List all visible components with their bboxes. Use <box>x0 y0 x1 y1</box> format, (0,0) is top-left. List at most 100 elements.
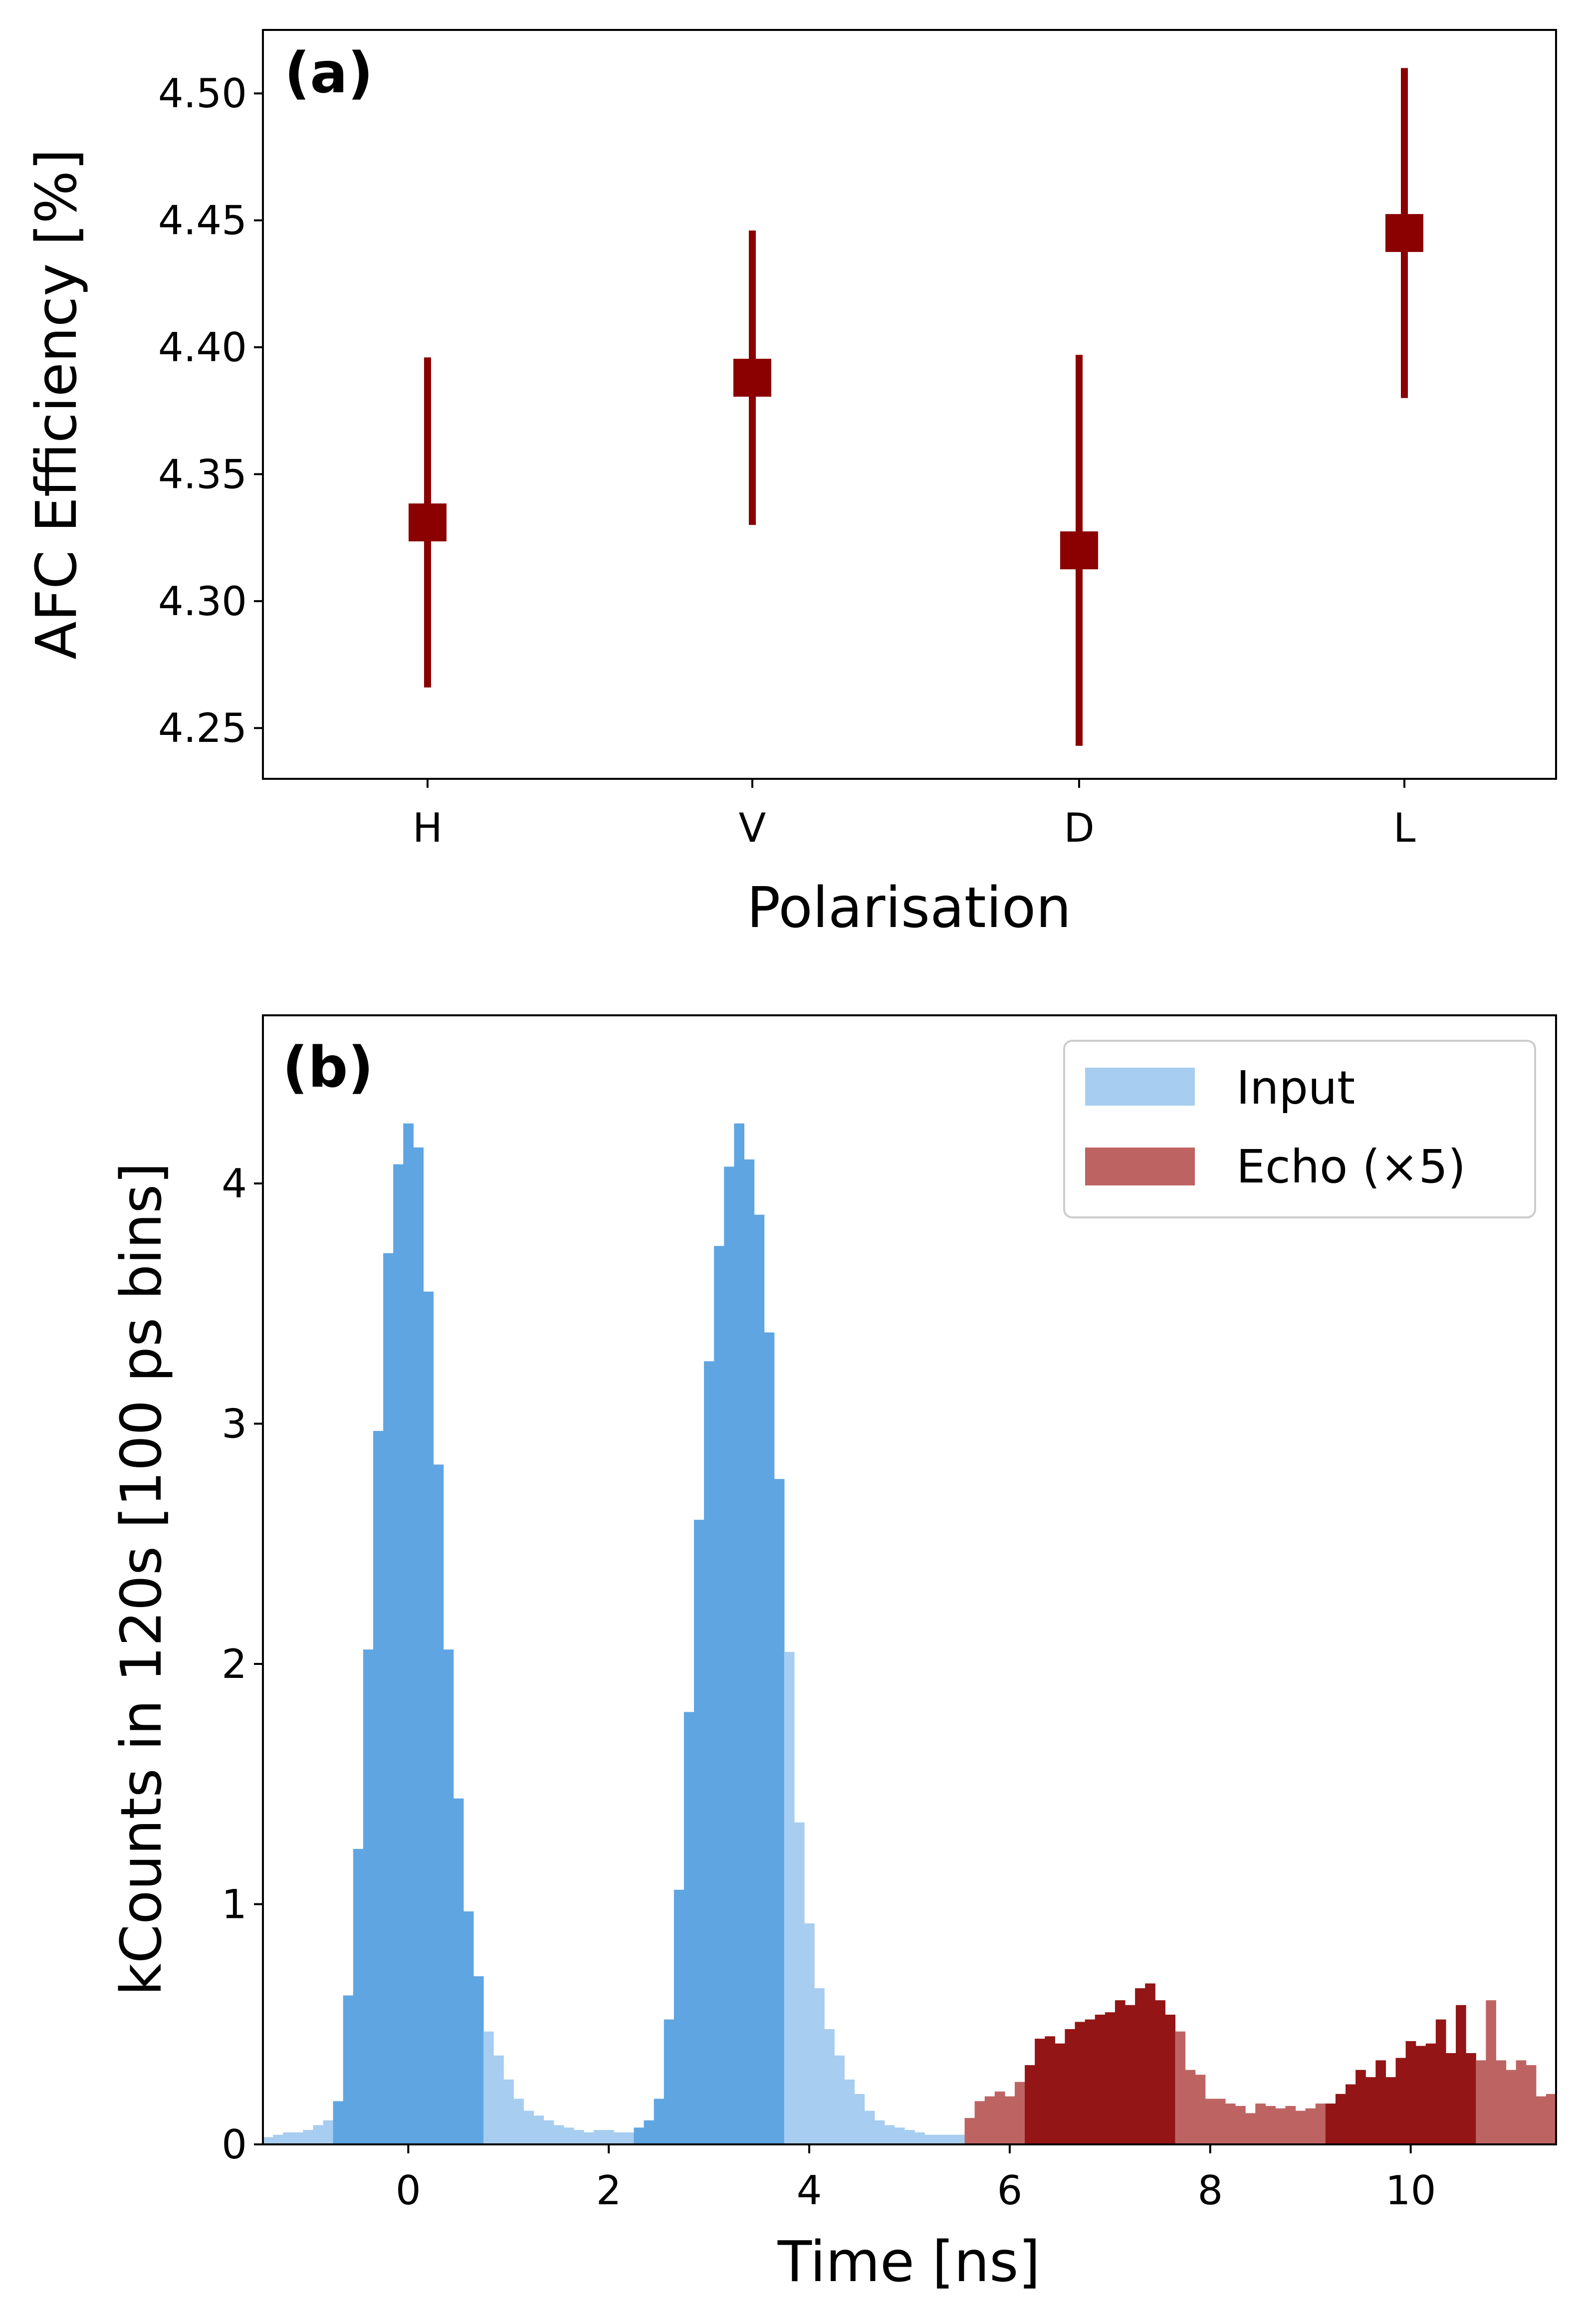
input-bar <box>533 2115 544 2144</box>
echo-bar <box>1456 2005 1466 2144</box>
input-bar <box>674 1889 684 2144</box>
echo-bar <box>1295 2110 1306 2144</box>
echo-bar <box>1496 2060 1507 2144</box>
echo-bar <box>1075 2022 1086 2144</box>
input-bar <box>744 1159 755 2144</box>
input-bar <box>443 1649 454 2144</box>
a-x-tick-label: V <box>739 805 766 851</box>
input-bar <box>303 2130 314 2144</box>
input-bar <box>363 1649 374 2144</box>
input-bar <box>944 2134 955 2144</box>
input-bar <box>503 2079 514 2144</box>
input-bar <box>423 1291 434 2144</box>
echo-bar <box>1285 2105 1296 2144</box>
a-x-axis-label: Polarisation <box>747 876 1072 940</box>
input-bar <box>293 2132 303 2144</box>
echo-bar <box>1235 2105 1246 2144</box>
input-bar <box>834 2055 845 2144</box>
input-bar <box>263 2137 273 2144</box>
echo-bar <box>1405 2041 1416 2144</box>
echo-bar <box>1004 2096 1015 2144</box>
echo-bar <box>1395 2058 1406 2144</box>
echo-bar <box>1335 2093 1346 2144</box>
echo-bar <box>1526 2065 1537 2144</box>
echo-bar <box>1175 2031 1186 2144</box>
input-bar <box>333 2101 344 2144</box>
echo-bar <box>1185 2070 1196 2144</box>
input-bar <box>373 1430 384 2144</box>
input-bar <box>924 2134 935 2144</box>
echo-bar <box>1155 2000 1165 2144</box>
a-panel-label: (a) <box>284 41 373 106</box>
input-bar <box>624 2132 635 2144</box>
a-x-tick-label: D <box>1064 805 1095 851</box>
input-bar <box>353 1849 364 2144</box>
input-bar <box>954 2134 965 2144</box>
a-y-ticks: 4.25 4.30 4.35 4.40 4.45 4.50 <box>158 70 263 751</box>
input-bar <box>634 2127 645 2144</box>
echo-bar <box>1045 2036 1055 2144</box>
echo-bar <box>1205 2098 1216 2144</box>
echo-bar <box>1095 2014 1106 2144</box>
input-bar <box>844 2079 855 2144</box>
input-bar <box>433 1464 444 2144</box>
echo-bar <box>1025 2065 1035 2144</box>
a-y-tick-label: 4.30 <box>158 578 247 625</box>
a-y-axis-label: AFC Efficiency [%] <box>24 149 89 660</box>
input-bar <box>604 2130 614 2144</box>
b-y-tick-label: 3 <box>222 1401 247 1447</box>
echo-bar <box>1265 2105 1276 2144</box>
echo-bar <box>1435 2019 1446 2144</box>
input-bar <box>724 1166 734 2144</box>
input-bar <box>694 1520 704 2144</box>
echo-bar <box>1466 2053 1476 2144</box>
input-bar <box>683 1712 694 2144</box>
input-bar <box>894 2127 905 2144</box>
echo-bar <box>1365 2077 1376 2144</box>
input-bar <box>824 2029 835 2144</box>
input-bar <box>343 1995 354 2144</box>
marker-V <box>733 359 771 397</box>
echo-bar <box>1165 2014 1176 2144</box>
legend-swatch-echo <box>1085 1148 1195 1185</box>
echo-bar <box>974 2101 985 2144</box>
b-y-tick-label: 0 <box>222 2121 247 2168</box>
echo-bar <box>1346 2084 1356 2144</box>
a-y-tick-label: 4.45 <box>158 198 247 244</box>
a-y-tick-label: 4.25 <box>158 705 247 751</box>
b-y-tick-label: 1 <box>222 1881 247 1928</box>
echo-bar <box>1105 2012 1116 2144</box>
a-y-tick-label: 4.40 <box>158 324 247 371</box>
echo-bar <box>1506 2070 1517 2144</box>
input-bar <box>583 2132 594 2144</box>
input-bar <box>563 2127 574 2144</box>
input-bar <box>874 2120 885 2144</box>
legend-label-input: Input <box>1236 1061 1355 1115</box>
input-bar <box>654 2098 665 2144</box>
echo-bar <box>1065 2029 1076 2144</box>
echo-bar <box>1125 2005 1135 2144</box>
input-bar <box>884 2125 895 2144</box>
input-bar <box>273 2134 283 2144</box>
input-bar <box>934 2134 945 2144</box>
marker-H <box>409 503 447 542</box>
b-x-tick-label: 10 <box>1385 2167 1436 2214</box>
b-y-axis-label: kCounts in 120s [100 ps bins] <box>109 1162 174 1996</box>
echo-bar <box>1135 1988 1145 2144</box>
input-bar <box>804 1923 815 2144</box>
input-bar <box>313 2125 324 2144</box>
b-y-tick-label: 4 <box>222 1161 247 1207</box>
echo-bar <box>1255 2103 1266 2144</box>
a-y-tick-label: 4.50 <box>158 70 247 117</box>
input-bar <box>413 1147 424 2144</box>
echo-bar <box>1546 2093 1557 2144</box>
input-bar <box>854 2093 865 2144</box>
b-panel-label: (b) <box>282 1035 374 1100</box>
input-bar <box>283 2132 293 2144</box>
echo-bar <box>1385 2077 1396 2144</box>
echo-bar <box>1516 2060 1527 2144</box>
echo-bar <box>1085 2019 1096 2144</box>
echo-bar <box>984 2096 995 2144</box>
b-y-ticks: 0 1 2 3 4 <box>222 1161 263 2168</box>
